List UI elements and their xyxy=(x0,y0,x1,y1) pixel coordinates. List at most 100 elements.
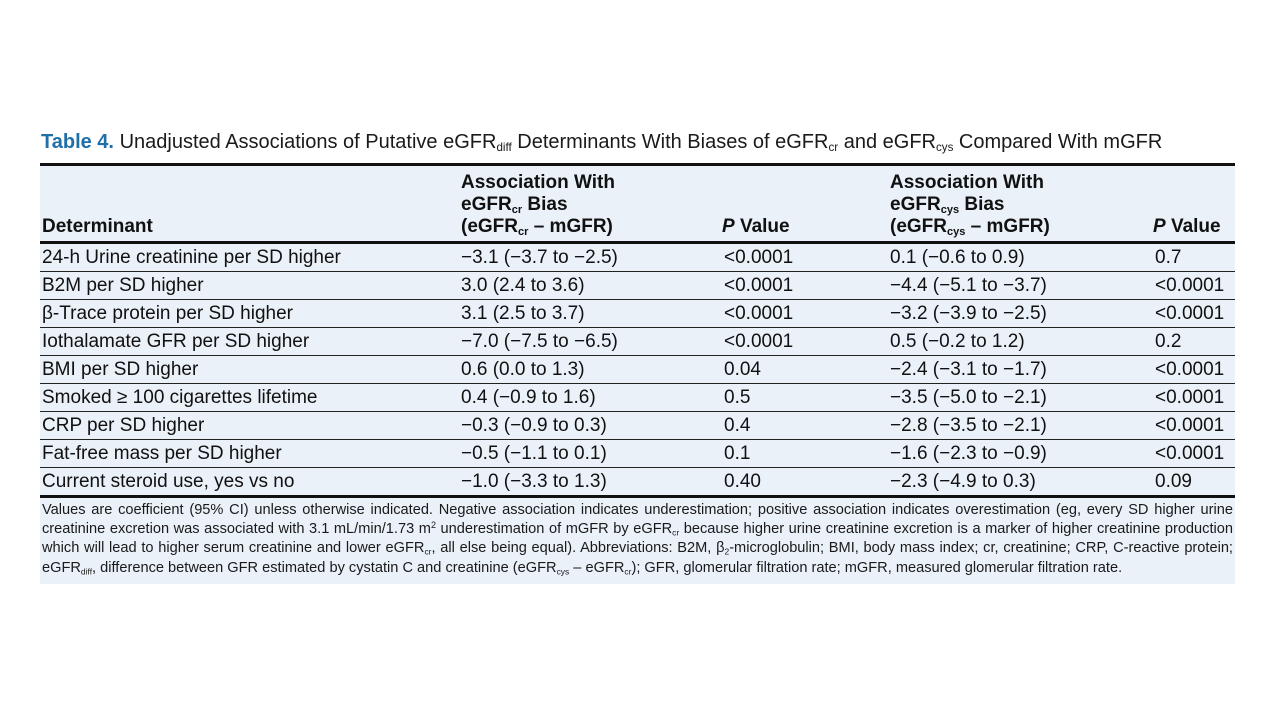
header-cys-line3-pre: (eGFR xyxy=(890,216,947,237)
cell-cys-pvalue: 0.2 xyxy=(1153,327,1235,356)
header-cr-pvalue: P Value xyxy=(722,163,888,244)
header-cys-p-italic: P xyxy=(1153,216,1166,237)
cell-cr-association: 0.6 (0.0 to 1.3) xyxy=(459,355,722,384)
cell-cys-association: −1.6 (−2.3 to −0.9) xyxy=(888,439,1153,468)
caption-title: Unadjusted Associations of Putative eGFR… xyxy=(119,131,1163,155)
table-row: Fat-free mass per SD higher −0.5 (−1.1 t… xyxy=(40,439,1235,468)
header-cr-line2-pre: eGFR xyxy=(461,194,512,215)
cell-cys-pvalue: <0.0001 xyxy=(1153,355,1235,384)
header-cys-p-rest: Value xyxy=(1165,216,1221,237)
footnote-text-4: , all else being equal). Abbreviations: … xyxy=(431,540,725,557)
footnote-sub-6: cys xyxy=(556,565,570,576)
cell-determinant: Current steroid use, yes vs no xyxy=(40,467,459,498)
header-cys-line3-post: – mGFR) xyxy=(965,216,1050,237)
footnote-text-5: -microglobulin; BMI, body mass index; cr… xyxy=(42,540,1233,576)
table-row: CRP per SD higher −0.3 (−0.9 to 0.3) 0.4… xyxy=(40,411,1235,440)
cell-cr-association: −1.0 (−3.3 to 1.3) xyxy=(459,467,722,498)
cell-cys-association: −4.4 (−5.1 to −3.7) xyxy=(888,271,1153,300)
cell-determinant: β-Trace protein per SD higher xyxy=(40,299,459,328)
header-cr-p-italic: P xyxy=(722,216,735,237)
header-cys-line2-sub: cys xyxy=(940,204,960,217)
footnote-text-6: , difference between GFR estimated by cy… xyxy=(92,559,557,576)
cell-cys-pvalue: 0.7 xyxy=(1153,242,1235,272)
cell-cr-pvalue: <0.0001 xyxy=(722,242,888,272)
header-cys-line3-sub: cys xyxy=(947,226,966,239)
header-cr-p-rest: Value xyxy=(734,216,790,237)
cell-cr-association: 3.1 (2.5 to 3.7) xyxy=(459,299,722,328)
header-cr-line3-pre: (eGFR xyxy=(461,216,518,237)
table-footnote: Values are coefficient (95% CI) unless o… xyxy=(40,498,1235,584)
table-row: B2M per SD higher 3.0 (2.4 to 3.6) <0.00… xyxy=(40,271,1235,300)
footnote-sub-3: cr xyxy=(424,546,432,557)
caption-text-1: Unadjusted Associations of Putative eGFR xyxy=(119,131,497,153)
cell-cys-association: −2.4 (−3.1 to −1.7) xyxy=(888,355,1153,384)
table-caption: Table 4. Unadjusted Associations of Puta… xyxy=(41,128,1241,156)
caption-text-3: and eGFR xyxy=(838,131,936,153)
cell-cys-pvalue: 0.09 xyxy=(1153,467,1235,498)
table-row: Iothalamate GFR per SD higher −7.0 (−7.5… xyxy=(40,327,1235,356)
table-label: Table 4. xyxy=(41,131,114,153)
cell-cr-association: −3.1 (−3.7 to −2.5) xyxy=(459,242,722,272)
cell-cys-association: −2.8 (−3.5 to −2.1) xyxy=(888,411,1153,440)
header-cys-line3: (eGFRcys – mGFR) xyxy=(890,216,1153,238)
table-container: Determinant Association With eGFRcr Bias… xyxy=(40,163,1235,584)
cell-cr-association: −7.0 (−7.5 to −6.5) xyxy=(459,327,722,356)
cell-cr-association: −0.3 (−0.9 to 0.3) xyxy=(459,411,722,440)
cell-cr-pvalue: 0.04 xyxy=(722,355,888,384)
cell-cr-pvalue: <0.0001 xyxy=(722,299,888,328)
cell-cys-association: 0.5 (−0.2 to 1.2) xyxy=(888,327,1153,356)
cell-determinant: Fat-free mass per SD higher xyxy=(40,439,459,468)
cell-determinant: BMI per SD higher xyxy=(40,355,459,384)
header-cys-line2-pre: eGFR xyxy=(890,194,941,215)
cell-cr-pvalue: <0.0001 xyxy=(722,271,888,300)
table-row: β-Trace protein per SD higher 3.1 (2.5 t… xyxy=(40,299,1235,328)
cell-cr-pvalue: 0.5 xyxy=(722,383,888,412)
caption-sub-2: cr xyxy=(828,141,839,155)
footnote-sub-4: 2 xyxy=(724,546,730,557)
cell-cys-pvalue: <0.0001 xyxy=(1153,271,1235,300)
cell-determinant: 24-h Urine creatinine per SD higher xyxy=(40,242,459,272)
cell-cys-association: −2.3 (−4.9 to 0.3) xyxy=(888,467,1153,498)
cell-determinant: CRP per SD higher xyxy=(40,411,459,440)
header-determinant-label: Determinant xyxy=(42,216,153,237)
cell-cys-pvalue: <0.0001 xyxy=(1153,439,1235,468)
cell-determinant: B2M per SD higher xyxy=(40,271,459,300)
header-cys-line2: eGFRcys Bias xyxy=(890,194,1153,216)
footnote-sub-2: cr xyxy=(672,527,680,538)
table-row: Smoked ≥ 100 cigarettes lifetime 0.4 (−0… xyxy=(40,383,1235,412)
header-cys-association: Association With eGFRcys Bias (eGFRcys –… xyxy=(888,163,1153,244)
footnote-sup-1: 2 xyxy=(430,520,436,531)
cell-cr-association: −0.5 (−1.1 to 0.1) xyxy=(459,439,722,468)
cell-cys-pvalue: <0.0001 xyxy=(1153,383,1235,412)
caption-sub-3: cys xyxy=(935,141,954,155)
cell-cys-pvalue: <0.0001 xyxy=(1153,411,1235,440)
header-cys-pvalue: P Value xyxy=(1153,163,1235,244)
results-table: Determinant Association With eGFRcr Bias… xyxy=(40,163,1235,498)
cell-cr-association: 0.4 (−0.9 to 1.6) xyxy=(459,383,722,412)
caption-sub-1: diff xyxy=(496,141,512,155)
header-cr-association: Association With eGFRcr Bias (eGFRcr – m… xyxy=(459,163,722,244)
cell-determinant: Iothalamate GFR per SD higher xyxy=(40,327,459,356)
header-cr-line3-post: – mGFR) xyxy=(528,216,613,237)
cell-cr-association: 3.0 (2.4 to 3.6) xyxy=(459,271,722,300)
header-cr-line3: (eGFRcr – mGFR) xyxy=(461,216,722,238)
footnote-text-8: ); GFR, glomerular filtration rate; mGFR… xyxy=(631,559,1123,576)
header-cys-line2-post: Bias xyxy=(959,194,1005,215)
caption-text-4: Compared With mGFR xyxy=(953,131,1163,153)
table-row: Current steroid use, yes vs no −1.0 (−3.… xyxy=(40,467,1235,498)
table-header-row: Determinant Association With eGFRcr Bias… xyxy=(40,163,1235,244)
cell-cys-association: −3.2 (−3.9 to −2.5) xyxy=(888,299,1153,328)
footnote-sub-5: diff xyxy=(80,565,93,576)
cell-cr-pvalue: <0.0001 xyxy=(722,327,888,356)
footnote-text-3: because higher urine creatinine excretio… xyxy=(42,521,1233,557)
cell-cr-pvalue: 0.1 xyxy=(722,439,888,468)
caption-text-2: Determinants With Biases of eGFR xyxy=(511,131,829,153)
header-cr-line1: Association With xyxy=(461,172,615,193)
header-cr-line2-post: Bias xyxy=(522,194,568,215)
header-cr-line2-sub: cr xyxy=(511,204,523,217)
header-cys-line1: Association With xyxy=(890,172,1044,193)
header-determinant: Determinant xyxy=(40,163,459,244)
table-row: 24-h Urine creatinine per SD higher −3.1… xyxy=(40,242,1235,272)
cell-cr-pvalue: 0.4 xyxy=(722,411,888,440)
